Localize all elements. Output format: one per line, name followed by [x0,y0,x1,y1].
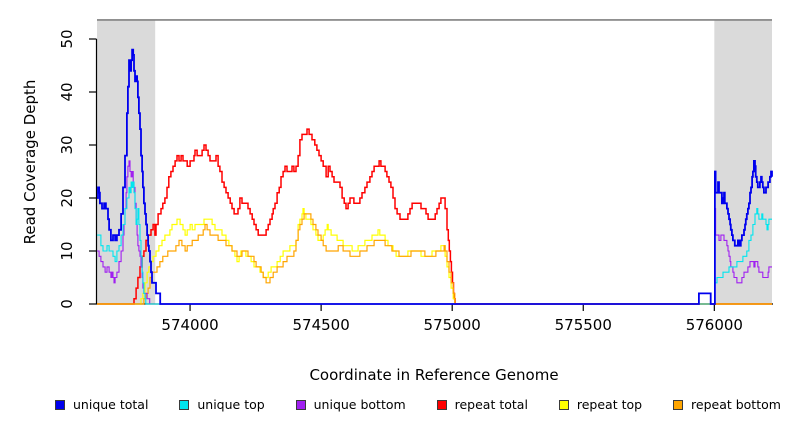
legend-swatch [295,399,306,410]
legend-label: repeat total [454,397,528,412]
y-tick-label: 50 [58,29,76,48]
series-unique-total [97,48,773,305]
y-tick-label: 10 [58,241,76,260]
legend-item: unique top [179,397,265,412]
series-repeat-top [97,208,772,305]
shaded-region [97,19,156,304]
legend-item: repeat total [436,397,528,412]
legend-label: repeat bottom [691,397,781,412]
legend-swatch [179,399,190,410]
y-tick-label: 20 [58,188,76,207]
legend-item: unique bottom [295,397,406,412]
y-tick-label: 30 [58,135,76,154]
series-repeat-total [97,128,772,305]
series-repeat-bottom [97,213,772,305]
legend-item: repeat top [558,397,643,412]
x-tick-label: 576000 [686,316,743,334]
x-tick-label: 574500 [292,316,349,334]
y-tick-label: 0 [58,299,76,309]
x-axis-label: Coordinate in Reference Genome [309,366,559,384]
legend-swatch [436,399,447,410]
y-tick-label: 40 [58,82,76,101]
legend-label: unique bottom [313,397,406,412]
legend-swatch [558,399,569,410]
legend-swatch [673,399,684,410]
x-tick-label: 574000 [161,316,218,334]
x-tick-label: 575500 [555,316,612,334]
legend-item: repeat bottom [673,397,781,412]
y-axis-label: Read Coverage Depth [21,79,39,245]
x-tick-label: 575000 [424,316,481,334]
series-unique-top [97,181,772,305]
legend-label: unique top [197,397,265,412]
legend-label: unique total [73,397,149,412]
legend-item: unique total [55,397,148,412]
legend-label: repeat top [576,397,643,412]
legend: unique total unique top unique bottom repea… [55,397,781,412]
series-unique-bottom [97,160,772,305]
legend-swatch [55,399,65,410]
